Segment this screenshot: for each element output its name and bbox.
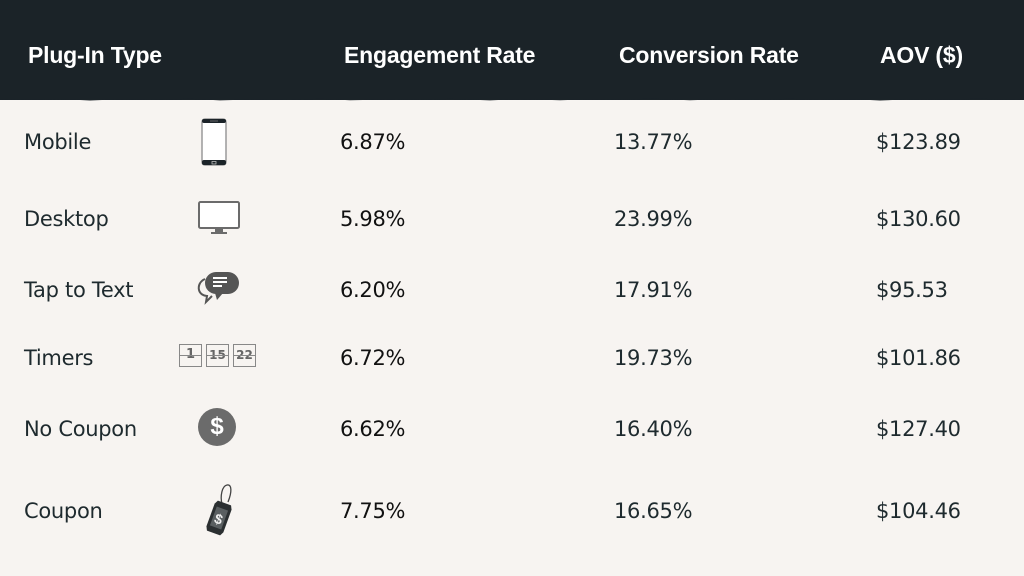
- engagement-rate-value: 5.98%: [340, 207, 406, 231]
- conversion-rate-value: 13.77%: [614, 130, 693, 154]
- timer-digit: 1: [186, 347, 195, 362]
- price-tag-icon: $: [206, 484, 232, 536]
- torn-edge-divider: [0, 95, 1024, 101]
- table-row: Timers 1 15 22 6.72% 19.73% $101.86: [0, 328, 1024, 388]
- engagement-rate-value: 7.75%: [340, 499, 406, 523]
- timer-digit-box: 1: [179, 344, 202, 367]
- aov-value: $95.53: [876, 278, 948, 302]
- engagement-rate-value: 6.72%: [340, 346, 406, 370]
- table-header: Plug-In Type Engagement Rate Conversion …: [0, 0, 1024, 100]
- table-row: Tap to Text 6.20% 17.91% $95.53: [0, 260, 1024, 320]
- conversion-rate-value: 16.40%: [614, 417, 693, 441]
- aov-value: $130.60: [876, 207, 961, 231]
- row-label: Tap to Text: [24, 278, 134, 302]
- row-label: Mobile: [24, 130, 92, 154]
- conversion-rate-value: 23.99%: [614, 207, 693, 231]
- table-row: Coupon $ 7.75% 16.65% $104.46: [0, 480, 1024, 540]
- header-aov: AOV ($): [880, 42, 963, 68]
- header-plugin-type: Plug-In Type: [28, 42, 162, 68]
- table-row: Desktop 5.98% 23.99% $130.60: [0, 188, 1024, 248]
- flip-clock-icon: 1 15 22: [179, 344, 256, 367]
- smartphone-icon: [201, 118, 227, 166]
- dollar-symbol: $: [210, 413, 224, 440]
- conversion-rate-value: 19.73%: [614, 346, 693, 370]
- dollar-coin-icon: $: [198, 408, 236, 446]
- aov-value: $104.46: [876, 499, 961, 523]
- conversion-rate-value: 17.91%: [614, 278, 693, 302]
- header-conversion-rate: Conversion Rate: [619, 42, 799, 68]
- monitor-icon: [198, 201, 240, 234]
- engagement-rate-value: 6.20%: [340, 278, 406, 302]
- conversion-rate-value: 16.65%: [614, 499, 693, 523]
- chat-bubbles-icon: [197, 272, 239, 305]
- aov-value: $101.86: [876, 346, 961, 370]
- row-label: Coupon: [24, 499, 103, 523]
- aov-value: $127.40: [876, 417, 961, 441]
- engagement-rate-value: 6.62%: [340, 417, 406, 441]
- engagement-rate-value: 6.87%: [340, 130, 406, 154]
- header-engagement-rate: Engagement Rate: [344, 42, 536, 68]
- table-row: Mobile 6.87% 13.77% $123.89: [0, 112, 1024, 172]
- row-label: No Coupon: [24, 417, 137, 441]
- aov-value: $123.89: [876, 130, 961, 154]
- timer-digit-box: 15: [206, 344, 229, 367]
- timer-digit-box: 22: [233, 344, 256, 367]
- row-label: Timers: [24, 346, 94, 370]
- table-row: No Coupon $ 6.62% 16.40% $127.40: [0, 398, 1024, 458]
- row-label: Desktop: [24, 207, 109, 231]
